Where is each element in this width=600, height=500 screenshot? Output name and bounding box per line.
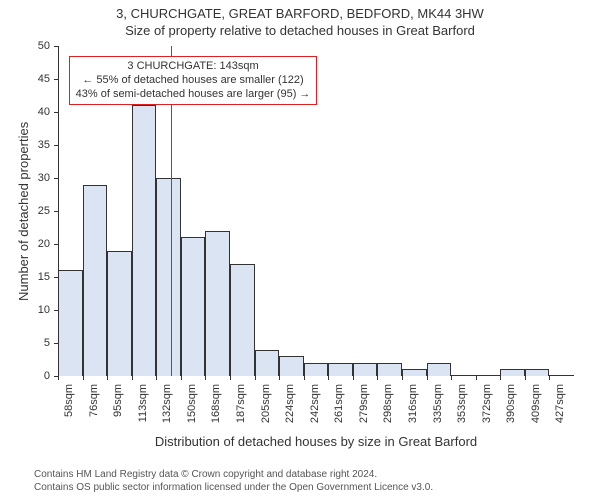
histogram-bar: [402, 369, 427, 376]
x-tick: [500, 376, 501, 380]
x-tick: [255, 376, 256, 380]
footer-line-1: Contains HM Land Registry data © Crown c…: [34, 468, 433, 481]
x-tick-label: 261sqm: [333, 384, 345, 423]
x-tick: [451, 376, 452, 380]
x-tick-label: 113sqm: [137, 384, 149, 422]
x-tick: [304, 376, 305, 380]
x-tick: [476, 376, 477, 380]
histogram-bar: [132, 105, 157, 376]
x-tick-label: 76sqm: [88, 384, 100, 417]
x-tick-label: 409sqm: [530, 384, 542, 423]
x-tick: [427, 376, 428, 380]
histogram-bar: [107, 251, 132, 376]
y-tick: [54, 79, 58, 80]
y-tick: [54, 178, 58, 179]
histogram-bar: [304, 363, 329, 376]
x-tick: [58, 376, 59, 380]
histogram-bar: [230, 264, 255, 376]
x-tick-label: 187sqm: [235, 384, 247, 423]
histogram-bar: [58, 270, 83, 376]
x-tick-label: 224sqm: [284, 384, 296, 423]
histogram-bar: [500, 369, 525, 376]
x-tick-label: 150sqm: [186, 384, 198, 423]
x-tick-label: 316sqm: [407, 384, 419, 423]
x-tick-label: 132sqm: [161, 384, 173, 423]
y-tick-label: 5: [20, 337, 50, 349]
y-tick: [54, 244, 58, 245]
x-tick-label: 372sqm: [481, 384, 493, 423]
histogram-bar: [255, 350, 280, 376]
x-tick: [132, 376, 133, 380]
x-tick-label: 205sqm: [260, 384, 272, 423]
annotation-box: 3 CHURCHGATE: 143sqm ← 55% of detached h…: [69, 56, 318, 105]
chart-supertitle: 3, CHURCHGATE, GREAT BARFORD, BEDFORD, M…: [0, 0, 600, 21]
x-axis-label: Distribution of detached houses by size …: [58, 434, 574, 449]
x-tick-label: 353sqm: [456, 384, 468, 423]
x-tick: [525, 376, 526, 380]
x-tick: [328, 376, 329, 380]
y-tick: [54, 46, 58, 47]
y-tick: [54, 112, 58, 113]
x-tick: [549, 376, 550, 380]
x-tick: [83, 376, 84, 380]
histogram-bar: [156, 178, 181, 376]
x-tick-label: 168sqm: [210, 384, 222, 423]
x-tick-label: 58sqm: [63, 384, 75, 417]
x-tick-label: 298sqm: [382, 384, 394, 423]
histogram-bar: [525, 369, 550, 376]
histogram-bar: [181, 237, 206, 376]
y-tick: [54, 211, 58, 212]
y-tick-label: 0: [20, 370, 50, 382]
footer-attribution: Contains HM Land Registry data © Crown c…: [34, 468, 433, 494]
y-tick: [54, 145, 58, 146]
x-tick: [156, 376, 157, 380]
annotation-line-2: ← 55% of detached houses are smaller (12…: [76, 74, 311, 88]
histogram-bar: [328, 363, 353, 376]
x-tick-label: 95sqm: [112, 384, 124, 417]
footer-line-2: Contains OS public sector information li…: [34, 481, 433, 494]
x-tick-label: 390sqm: [505, 384, 517, 423]
histogram-bar: [427, 363, 452, 376]
histogram-bar: [83, 185, 108, 376]
x-tick-label: 242sqm: [309, 384, 321, 423]
x-tick-label: 427sqm: [554, 384, 566, 423]
y-tick-label: 40: [20, 106, 50, 118]
x-tick: [279, 376, 280, 380]
x-tick: [205, 376, 206, 380]
histogram-bar: [279, 356, 304, 376]
y-axis-label: Number of detached properties: [16, 122, 31, 301]
x-tick: [230, 376, 231, 380]
y-tick-label: 10: [20, 304, 50, 316]
x-tick: [377, 376, 378, 380]
annotation-line-1: 3 CHURCHGATE: 143sqm: [76, 60, 311, 74]
x-tick-label: 279sqm: [358, 384, 370, 423]
x-tick: [402, 376, 403, 380]
annotation-line-3: 43% of semi-detached houses are larger (…: [76, 88, 311, 102]
histogram-bar: [377, 363, 402, 376]
x-tick: [107, 376, 108, 380]
y-tick-label: 45: [20, 73, 50, 85]
x-tick-label: 335sqm: [432, 384, 444, 423]
y-tick-label: 50: [20, 40, 50, 52]
x-tick: [181, 376, 182, 380]
chart-subtitle: Size of property relative to detached ho…: [0, 21, 600, 38]
x-tick: [353, 376, 354, 380]
histogram-bar: [353, 363, 378, 376]
histogram-bar: [205, 231, 230, 376]
